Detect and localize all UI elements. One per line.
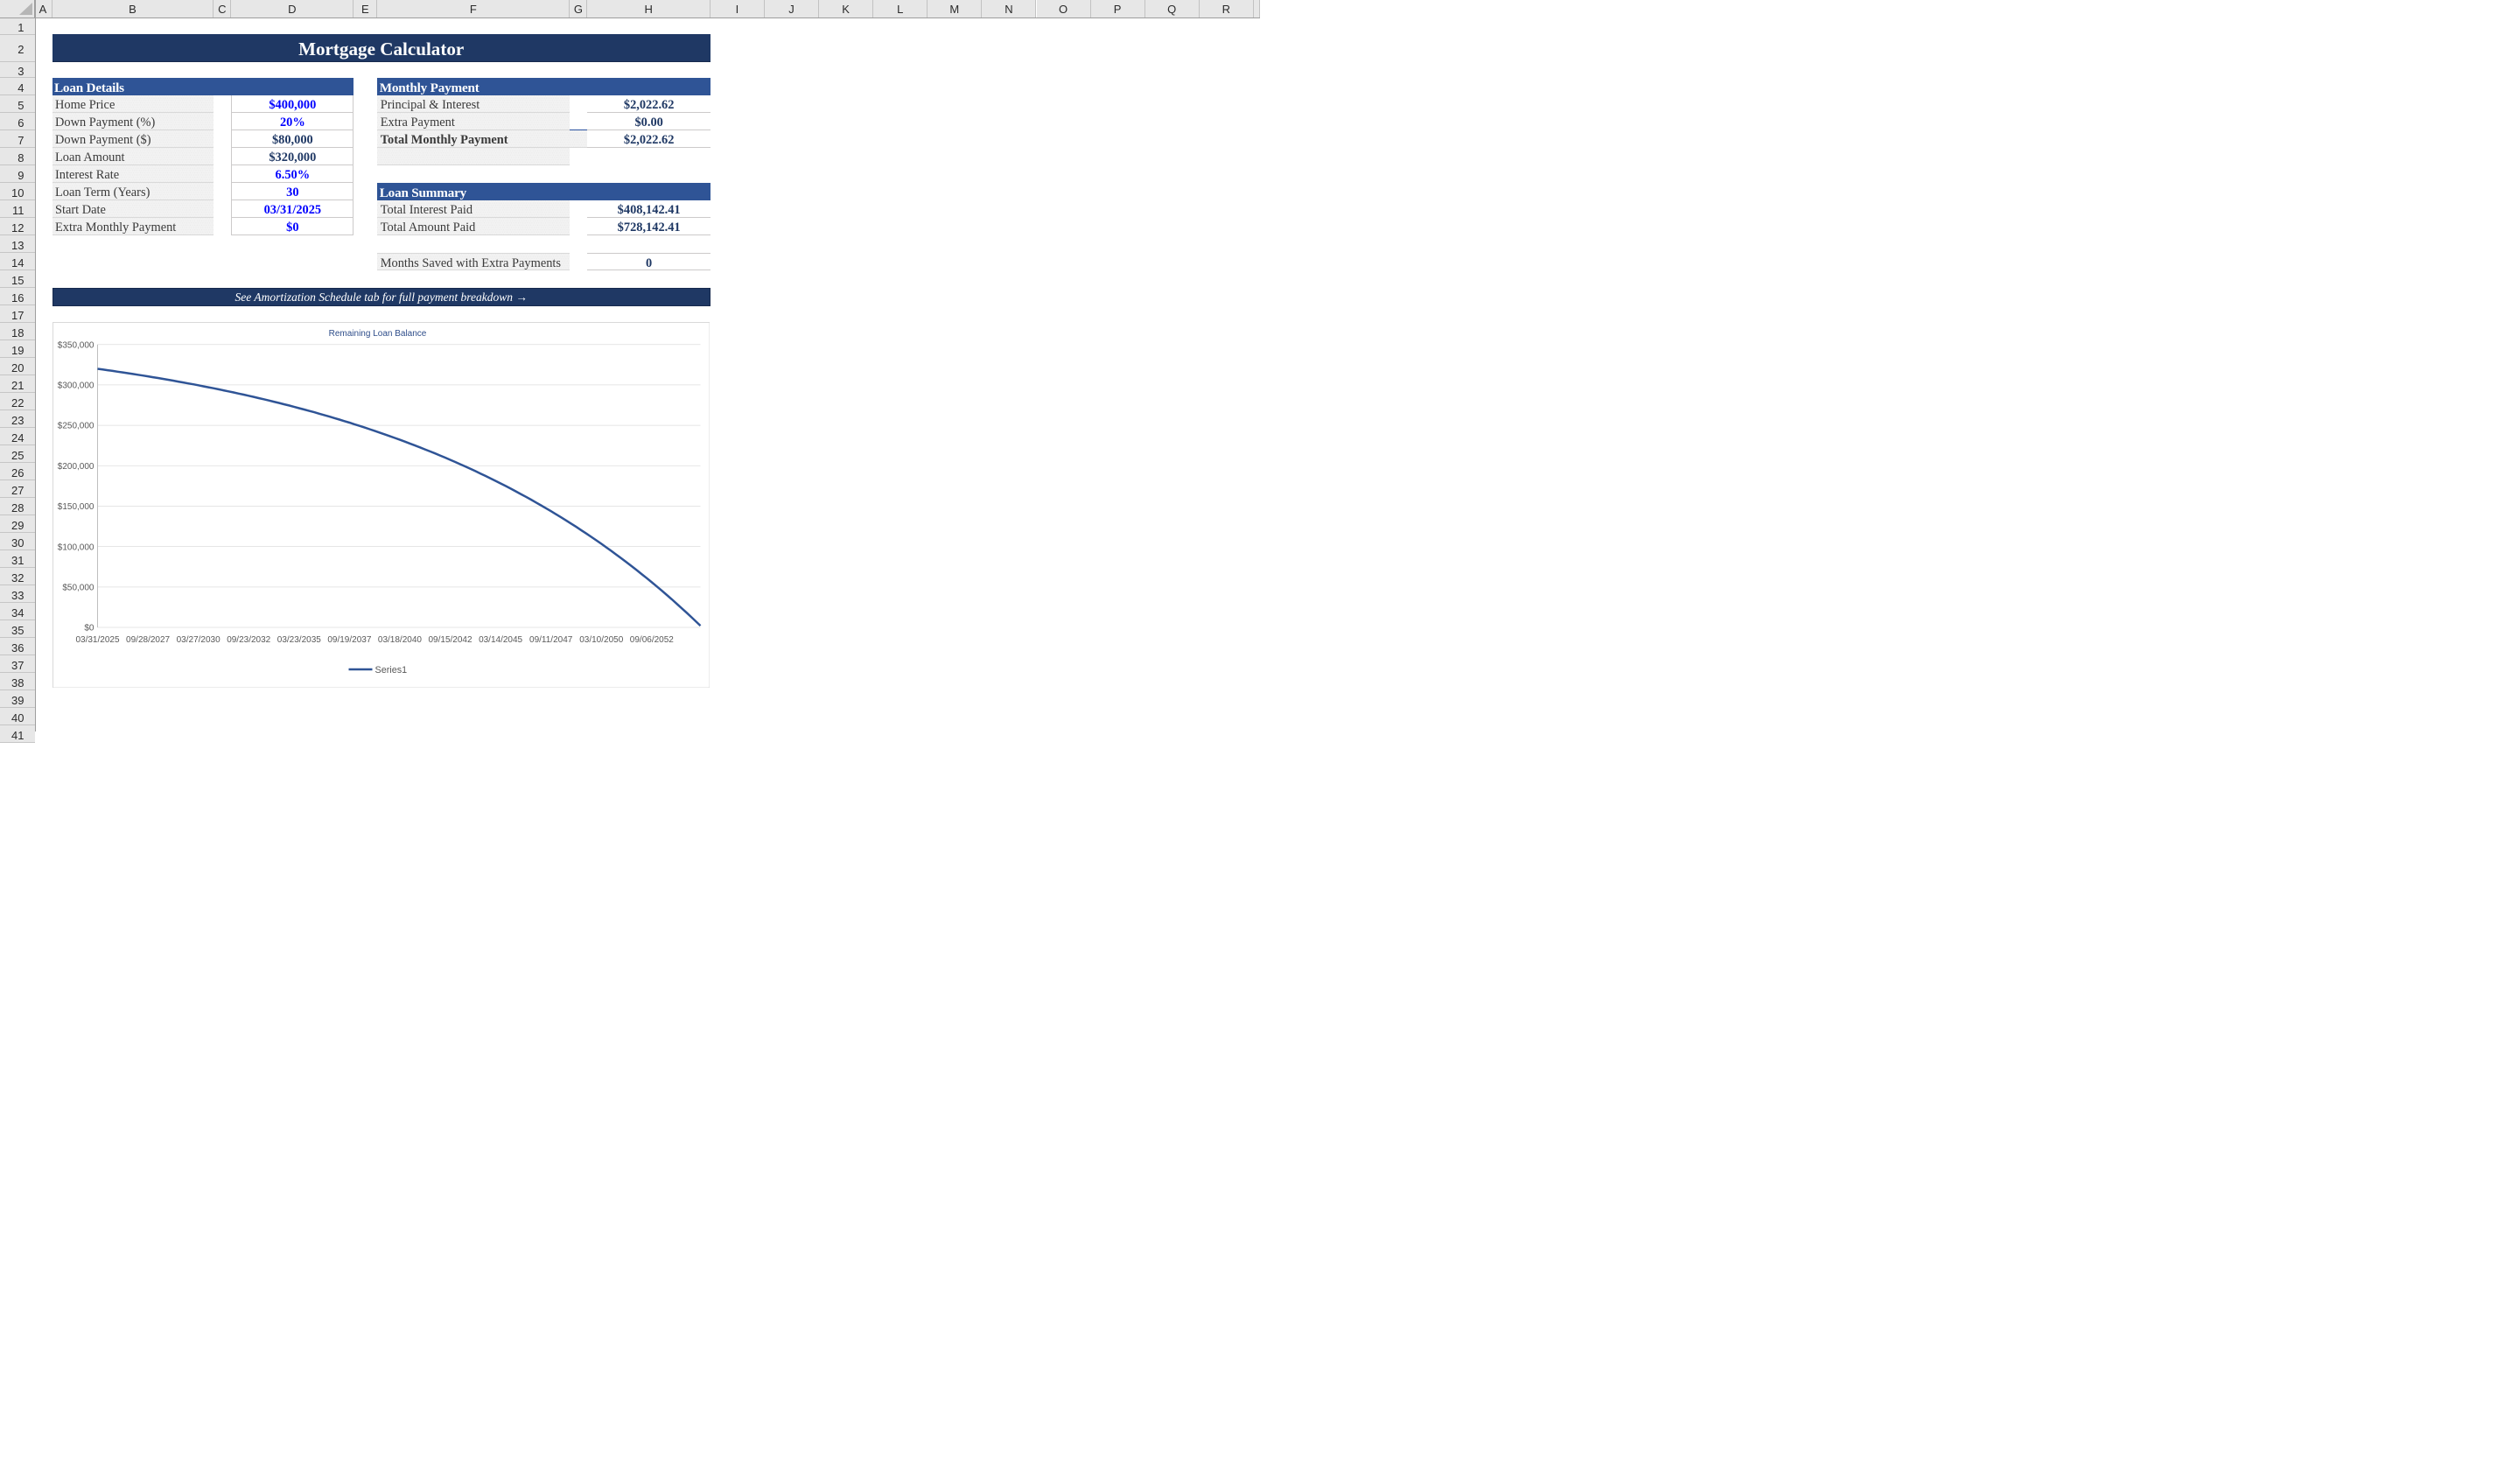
svg-text:09/23/2032: 09/23/2032 <box>227 634 270 644</box>
svg-text:09/15/2042: 09/15/2042 <box>428 634 472 644</box>
svg-text:03/27/2030: 03/27/2030 <box>176 634 220 644</box>
svg-text:03/23/2035: 03/23/2035 <box>276 634 320 644</box>
svg-text:09/19/2037: 09/19/2037 <box>327 634 371 644</box>
svg-text:Series1: Series1 <box>374 664 407 675</box>
svg-text:09/28/2027: 09/28/2027 <box>126 634 170 644</box>
svg-text:09/06/2052: 09/06/2052 <box>629 634 673 644</box>
svg-text:$150,000: $150,000 <box>57 502 94 512</box>
svg-text:$0: $0 <box>84 623 94 633</box>
svg-text:$50,000: $50,000 <box>62 583 94 592</box>
svg-text:$350,000: $350,000 <box>57 340 94 350</box>
svg-text:09/11/2047: 09/11/2047 <box>529 634 573 644</box>
svg-text:03/18/2040: 03/18/2040 <box>377 634 421 644</box>
svg-text:Remaining Loan Balance: Remaining Loan Balance <box>328 329 426 339</box>
svg-text:03/31/2025: 03/31/2025 <box>75 634 119 644</box>
svg-text:03/14/2045: 03/14/2045 <box>479 634 522 644</box>
svg-text:$200,000: $200,000 <box>57 461 94 471</box>
svg-text:03/10/2050: 03/10/2050 <box>579 634 623 644</box>
svg-text:$100,000: $100,000 <box>57 542 94 552</box>
svg-text:$300,000: $300,000 <box>57 381 94 390</box>
svg-text:$250,000: $250,000 <box>57 421 94 430</box>
